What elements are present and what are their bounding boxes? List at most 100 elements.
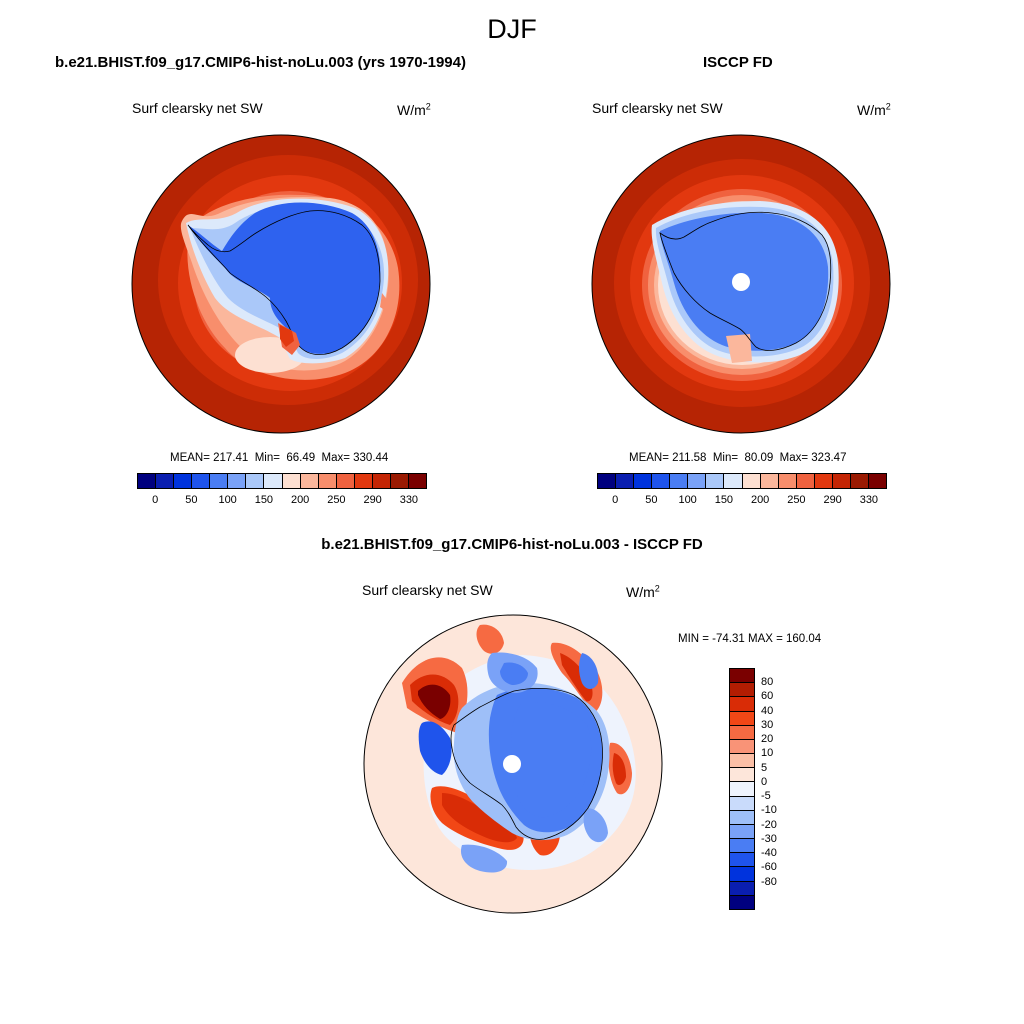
colorbar-swatch: [730, 669, 754, 684]
colorbar-tick-label: 5: [761, 761, 768, 774]
colorbar-tick-label: 50: [645, 494, 658, 506]
panel-2-case-title: ISCCP FD: [703, 54, 773, 71]
colorbar-swatch: [210, 474, 229, 488]
colorbar-tick-label: -80: [761, 875, 777, 888]
colorbar-swatch: [336, 474, 355, 488]
colorbar-swatch: [228, 474, 247, 488]
diff-colorbar-cells: [729, 668, 755, 910]
panel-2-colorbar: [597, 473, 887, 489]
colorbar-tick-label: 150: [254, 494, 274, 506]
colorbar-tick-label: 0: [761, 775, 768, 788]
diff-colorbar: [729, 668, 755, 910]
colorbar-swatch: [730, 697, 754, 712]
colorbar-tick-label: 330: [859, 494, 879, 506]
colorbar-tick-label: 0: [612, 494, 619, 506]
colorbar-tick-label: -20: [761, 818, 777, 831]
panel-1-continent-field: [188, 202, 381, 354]
panel-2-polar-map: [591, 134, 891, 434]
diff-variable-label: Surf clearsky net SW: [362, 582, 493, 598]
colorbar-swatch: [616, 474, 635, 488]
colorbar-tick-label: 80: [761, 676, 774, 689]
colorbar-swatch: [300, 474, 319, 488]
colorbar-swatch: [408, 474, 426, 488]
colorbar-swatch: [730, 782, 754, 797]
colorbar-tick-label: 10: [761, 747, 774, 760]
panel-1-colorbar-cells: [137, 473, 427, 489]
colorbar-swatch: [832, 474, 851, 488]
diff-case-title: b.e21.BHIST.f09_g17.CMIP6-hist-noLu.003 …: [321, 536, 703, 553]
colorbar-swatch: [796, 474, 815, 488]
colorbar-swatch: [814, 474, 833, 488]
colorbar-swatch: [598, 474, 617, 488]
colorbar-swatch: [372, 474, 391, 488]
colorbar-tick-label: -10: [761, 804, 777, 817]
colorbar-swatch: [138, 474, 157, 488]
colorbar-tick-label: 30: [761, 718, 774, 731]
panel-1-colorbar: [137, 473, 427, 489]
colorbar-tick-label: 200: [290, 494, 310, 506]
colorbar-swatch: [706, 474, 725, 488]
diff-coastline: [450, 687, 603, 840]
colorbar-tick-label: 330: [399, 494, 419, 506]
colorbar-swatch: [730, 853, 754, 868]
colorbar-tick-label: 100: [218, 494, 237, 506]
colorbar-swatch: [192, 474, 211, 488]
colorbar-swatch: [730, 768, 754, 783]
colorbar-swatch: [850, 474, 869, 488]
diff-polar-map: [363, 614, 663, 914]
panel-2-coastline: [659, 211, 832, 351]
diff-pole-hole: [503, 755, 521, 773]
colorbar-tick-label: 250: [327, 494, 346, 506]
diff-stats: MIN = -74.31 MAX = 160.04: [678, 633, 822, 645]
colorbar-swatch: [282, 474, 301, 488]
colorbar-tick-label: 20: [761, 733, 774, 746]
panel-2-stats: MEAN= 211.58 Min= 80.09 Max= 323.47: [629, 452, 847, 464]
colorbar-tick-label: 200: [750, 494, 770, 506]
colorbar-tick-label: 50: [185, 494, 198, 506]
colorbar-swatch: [174, 474, 193, 488]
colorbar-tick-label: -5: [761, 790, 771, 803]
panel-1-case-title: b.e21.BHIST.f09_g17.CMIP6-hist-noLu.003 …: [55, 54, 466, 71]
colorbar-swatch: [730, 810, 754, 825]
colorbar-swatch: [730, 867, 754, 882]
diff-colorbar-labels: 80 60 40 30 20 10 5 0 -5 -10 -20 -30 -40 -60 -80: [761, 668, 801, 910]
colorbar-tick-label: 250: [787, 494, 806, 506]
colorbar-swatch: [742, 474, 761, 488]
colorbar-swatch: [354, 474, 373, 488]
figure-title: DJF: [487, 14, 537, 44]
colorbar-swatch: [730, 824, 754, 840]
colorbar-swatch: [264, 474, 283, 488]
colorbar-tick-label: 150: [714, 494, 734, 506]
colorbar-tick-label: -40: [761, 847, 777, 860]
panel-2-pole-hole: [732, 273, 750, 291]
colorbar-tick-label: -30: [761, 832, 777, 845]
colorbar-tick-label: 290: [823, 494, 842, 506]
colorbar-swatch: [634, 474, 653, 488]
colorbar-swatch: [724, 474, 743, 488]
panel-1-units: W/m2: [397, 101, 431, 118]
panel-2-units: W/m2: [857, 101, 891, 118]
panel-1-stats: MEAN= 217.41 Min= 66.49 Max= 330.44: [170, 452, 389, 464]
colorbar-swatch: [730, 725, 754, 740]
colorbar-tick-label: 40: [761, 704, 774, 717]
colorbar-swatch: [730, 895, 754, 909]
colorbar-swatch: [760, 474, 779, 488]
panel-2-colorbar-cells: [597, 473, 887, 489]
diff-units: W/m2: [626, 583, 660, 600]
colorbar-tick-label: 100: [678, 494, 697, 506]
colorbar-swatch: [730, 839, 754, 854]
colorbar-swatch: [246, 474, 265, 488]
colorbar-tick-label: -60: [761, 861, 777, 874]
panel-2-colorbar-labels: 0 50 100 150 200 250 290 330: [597, 494, 887, 508]
colorbar-swatch: [390, 474, 409, 488]
colorbar-tick-label: 290: [363, 494, 382, 506]
colorbar-swatch: [688, 474, 707, 488]
colorbar-swatch: [730, 796, 754, 811]
colorbar-swatch: [730, 754, 754, 769]
colorbar-swatch: [730, 711, 754, 726]
colorbar-swatch: [730, 683, 754, 698]
panel-2-variable-label: Surf clearsky net SW: [592, 100, 723, 116]
panel-1-coastline: [187, 210, 381, 356]
colorbar-swatch: [868, 474, 886, 488]
panel-1-polar-map: [131, 134, 431, 434]
